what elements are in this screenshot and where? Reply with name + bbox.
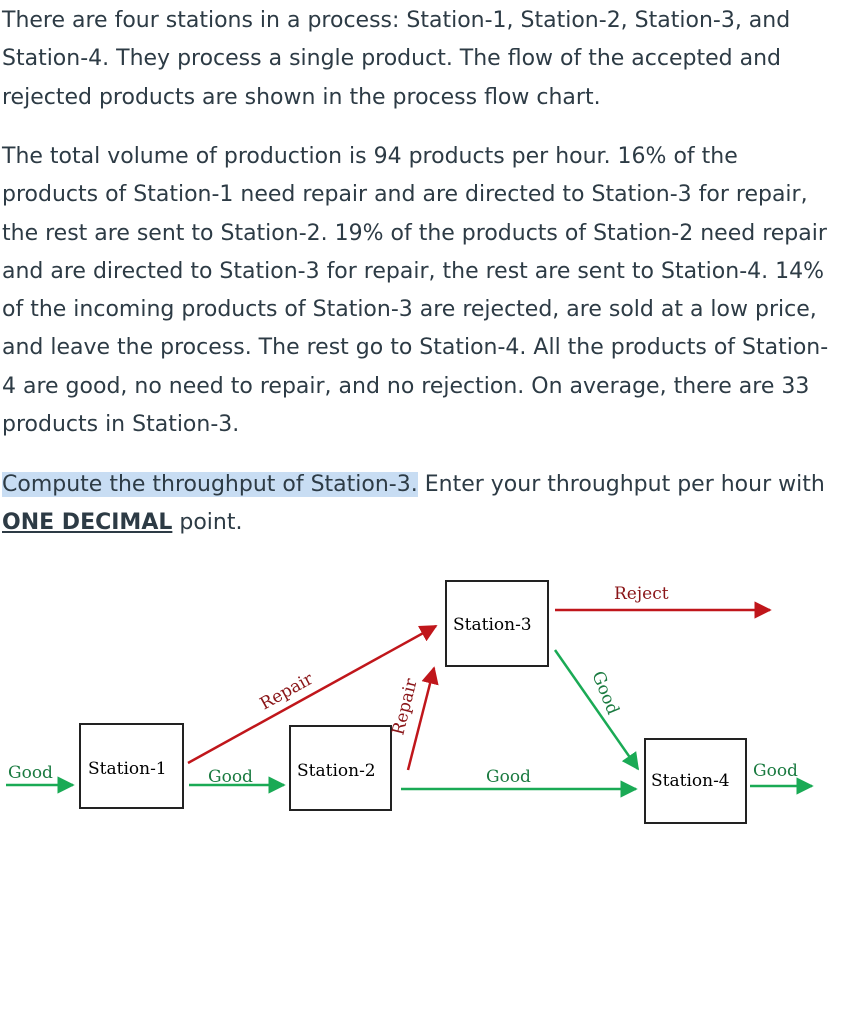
good-2-4-label: Good xyxy=(486,767,531,787)
repair-1-3-arrow xyxy=(187,624,438,765)
station-2-label: Station-2 xyxy=(297,761,376,781)
good-3-4-label: Good xyxy=(587,668,622,717)
problem-details-paragraph: The total volume of production is 94 pro… xyxy=(2,144,829,438)
highlighted-question: Compute the throughput of Station-3. xyxy=(2,472,418,497)
good-3-4-arrow xyxy=(553,649,640,771)
intro-paragraph: There are four stations in a process: St… xyxy=(2,8,791,110)
station-1-box xyxy=(79,723,184,809)
station-4-label: Station-4 xyxy=(651,771,730,791)
question-instruction: Enter your throughput per hour with xyxy=(417,472,825,497)
station-2-box xyxy=(289,725,392,811)
question-instruction-end: point. xyxy=(172,510,243,536)
process-flow-chart: Station-1 Station-2 Station-3 Station-4 … xyxy=(6,580,814,824)
one-decimal-emphasis: ONE DECIMAL xyxy=(2,510,173,536)
station-4-box xyxy=(644,738,747,824)
good-output-label: Good xyxy=(753,761,798,781)
station-3-label: Station-3 xyxy=(453,615,532,635)
station-3-box xyxy=(445,580,549,667)
reject-label: Reject xyxy=(614,584,669,604)
station-1-label: Station-1 xyxy=(88,759,167,779)
repair-2-3-label: Repair xyxy=(388,676,422,737)
good-input-label: Good xyxy=(8,763,53,783)
repair-2-3-arrow xyxy=(406,666,439,771)
question-paragraph: Compute the throughput of Station-3. Ent… xyxy=(2,466,838,543)
good-1-2-label: Good xyxy=(208,767,253,787)
